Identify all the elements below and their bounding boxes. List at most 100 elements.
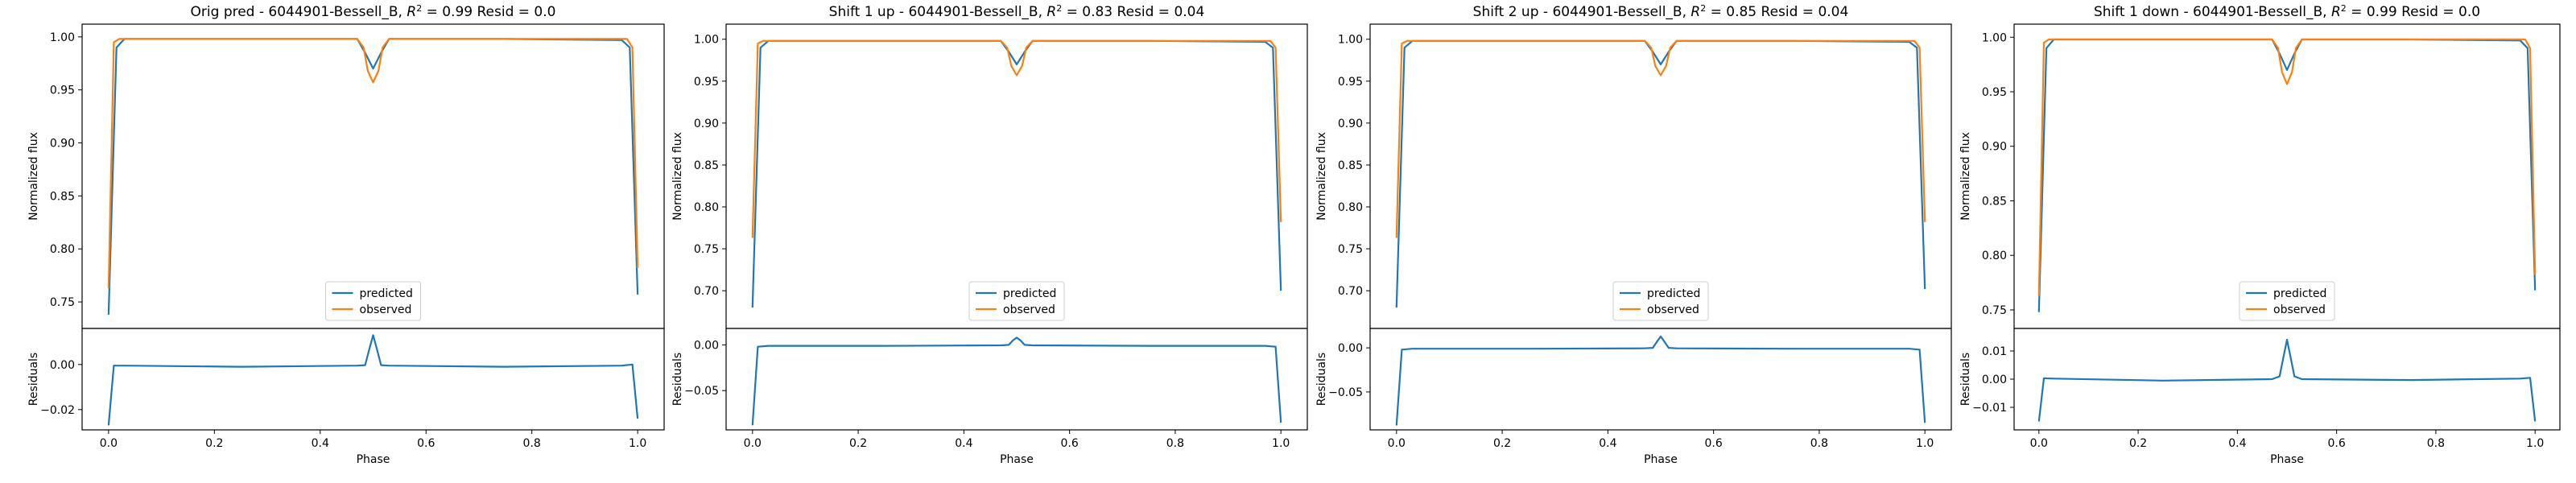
resid-y-tick-label: 0.00 bbox=[694, 339, 719, 352]
x-axis-label: Phase bbox=[1644, 453, 1678, 466]
residual-line bbox=[2037, 338, 2537, 422]
residual-line bbox=[107, 334, 639, 426]
chart-title: Orig pred - 6044901-Bessell_B, R2 = 0.99… bbox=[191, 3, 556, 21]
resid-y-tick-label: 0.00 bbox=[50, 359, 75, 372]
y-tick-label: 0.85 bbox=[1982, 195, 2007, 208]
title-prefix: Shift 1 down - 6044901-Bessell_B, bbox=[2094, 4, 2331, 20]
y-tick-label: 0.85 bbox=[50, 190, 75, 203]
x-tick-label: 0.8 bbox=[1166, 437, 1184, 450]
title-suffix: Resid = 0.04 bbox=[1757, 4, 1848, 20]
resid-y-axis-label: Residuals bbox=[671, 353, 684, 406]
y-axis-label: Normalized flux bbox=[671, 132, 684, 221]
y-tick-label: 0.95 bbox=[1338, 76, 1363, 89]
chart-title: Shift 1 up - 6044901-Bessell_B, R2 = 0.8… bbox=[829, 3, 1205, 21]
legend-entry-predicted: predicted bbox=[1003, 287, 1056, 300]
x-tick-label: 0.2 bbox=[849, 437, 867, 450]
series-line-observed bbox=[1395, 39, 1926, 238]
legend-entry-observed: observed bbox=[1003, 303, 1055, 316]
x-tick-label: 1.0 bbox=[1272, 437, 1290, 450]
y-axis-label: Normalized flux bbox=[27, 132, 40, 221]
series-line-observed bbox=[107, 38, 639, 289]
resid-y-axis-label: Residuals bbox=[1315, 353, 1328, 406]
legend: predicted observed bbox=[325, 281, 421, 321]
y-tick-label: 0.75 bbox=[1338, 243, 1363, 256]
title-r2-value: = 0.99 bbox=[2347, 4, 2397, 20]
legend-entry-predicted: predicted bbox=[1647, 287, 1700, 300]
y-tick-label: 1.00 bbox=[1338, 34, 1363, 47]
y-tick-label: 0.80 bbox=[50, 243, 75, 256]
x-tick-label: 0.2 bbox=[205, 437, 223, 450]
residual-axes-frame bbox=[1369, 328, 1952, 431]
x-tick-label: 1.0 bbox=[2526, 437, 2544, 450]
series-line-observed bbox=[2037, 38, 2537, 296]
y-tick-label: 0.95 bbox=[50, 85, 75, 97]
x-tick-label: 0.6 bbox=[1705, 437, 1723, 450]
legend-box bbox=[325, 281, 421, 321]
x-tick-label: 0.2 bbox=[1493, 437, 1511, 450]
x-axis-label: Phase bbox=[357, 453, 390, 466]
y-tick-label: 0.90 bbox=[50, 138, 75, 151]
legend: predicted observed bbox=[2239, 281, 2335, 321]
subplot-2: Shift 1 up - 6044901-Bessell_B, R2 = 0.8… bbox=[671, 3, 1308, 466]
x-tick-label: 0.0 bbox=[1388, 437, 1406, 450]
title-r2-superscript: 2 bbox=[1700, 3, 1706, 14]
resid-y-tick-label: −0.05 bbox=[684, 385, 719, 398]
y-tick-label: 1.00 bbox=[694, 34, 719, 47]
legend: predicted observed bbox=[1612, 281, 1709, 321]
legend-box bbox=[968, 281, 1065, 321]
x-tick-label: 0.4 bbox=[1599, 437, 1616, 450]
title-r2-superscript: 2 bbox=[1056, 3, 1062, 14]
chart-title: Shift 2 up - 6044901-Bessell_B, R2 = 0.8… bbox=[1473, 3, 1849, 21]
y-tick-label: 0.80 bbox=[1338, 201, 1363, 214]
title-suffix: Resid = 0.0 bbox=[2397, 4, 2480, 20]
title-suffix: Resid = 0.0 bbox=[473, 4, 555, 20]
series-line-observed bbox=[751, 39, 1282, 238]
y-tick-label: 0.90 bbox=[1982, 141, 2007, 154]
title-r2-symbol: R bbox=[1690, 4, 1700, 20]
x-tick-label: 1.0 bbox=[1916, 437, 1934, 450]
y-tick-label: 0.75 bbox=[694, 243, 719, 256]
x-tick-label: 0.2 bbox=[2129, 437, 2147, 450]
y-tick-label: 0.90 bbox=[694, 118, 719, 130]
subplot-4: Shift 1 down - 6044901-Bessell_B, R2 = 0… bbox=[1959, 3, 2561, 466]
title-r2-symbol: R bbox=[1046, 4, 1056, 20]
y-tick-label: 0.70 bbox=[1338, 285, 1363, 298]
resid-y-axis-label: Residuals bbox=[27, 353, 40, 406]
title-prefix: Shift 1 up - 6044901-Bessell_B, bbox=[829, 4, 1047, 20]
resid-y-axis-label: Residuals bbox=[1959, 353, 1972, 406]
residual-line bbox=[1395, 335, 1926, 426]
resid-y-tick-label: 0.00 bbox=[1982, 374, 2007, 386]
x-tick-label: 0.6 bbox=[1061, 437, 1079, 450]
subplot-1: Orig pred - 6044901-Bessell_B, R2 = 0.99… bbox=[27, 3, 665, 466]
resid-y-tick-label: 0.01 bbox=[1982, 345, 2007, 358]
x-tick-label: 0.0 bbox=[100, 437, 118, 450]
x-tick-label: 0.6 bbox=[417, 437, 435, 450]
legend-box bbox=[1612, 281, 1709, 321]
title-prefix: Orig pred - 6044901-Bessell_B, bbox=[191, 4, 407, 20]
series-line-predicted bbox=[2037, 38, 2537, 312]
resid-y-tick-label: 0.00 bbox=[1338, 342, 1363, 355]
series-line-predicted bbox=[1395, 39, 1926, 308]
x-tick-label: 0.8 bbox=[1810, 437, 1828, 450]
x-tick-label: 0.0 bbox=[2030, 437, 2048, 450]
x-tick-label: 1.0 bbox=[629, 437, 646, 450]
x-tick-label: 0.8 bbox=[523, 437, 541, 450]
legend: predicted observed bbox=[968, 281, 1065, 321]
legend-entry-predicted: predicted bbox=[360, 287, 413, 300]
y-tick-label: 0.70 bbox=[694, 285, 719, 298]
legend-entry-observed: observed bbox=[2273, 303, 2326, 316]
x-axis-label: Phase bbox=[1000, 453, 1034, 466]
x-tick-label: 0.4 bbox=[955, 437, 972, 450]
x-axis-label: Phase bbox=[2270, 453, 2304, 466]
y-tick-label: 1.00 bbox=[1982, 31, 2007, 44]
title-r2-symbol: R bbox=[2331, 4, 2341, 20]
resid-y-tick-label: −0.02 bbox=[40, 404, 75, 417]
title-r2-value: = 0.99 bbox=[422, 4, 473, 20]
y-tick-label: 0.85 bbox=[1338, 159, 1363, 172]
y-tick-label: 0.80 bbox=[694, 201, 719, 214]
y-axis-label: Normalized flux bbox=[1315, 132, 1328, 221]
y-tick-label: 0.90 bbox=[1338, 118, 1363, 130]
title-suffix: Resid = 0.04 bbox=[1113, 4, 1204, 20]
resid-y-tick-label: −0.01 bbox=[1972, 402, 2007, 415]
y-tick-label: 0.95 bbox=[1982, 86, 2007, 99]
